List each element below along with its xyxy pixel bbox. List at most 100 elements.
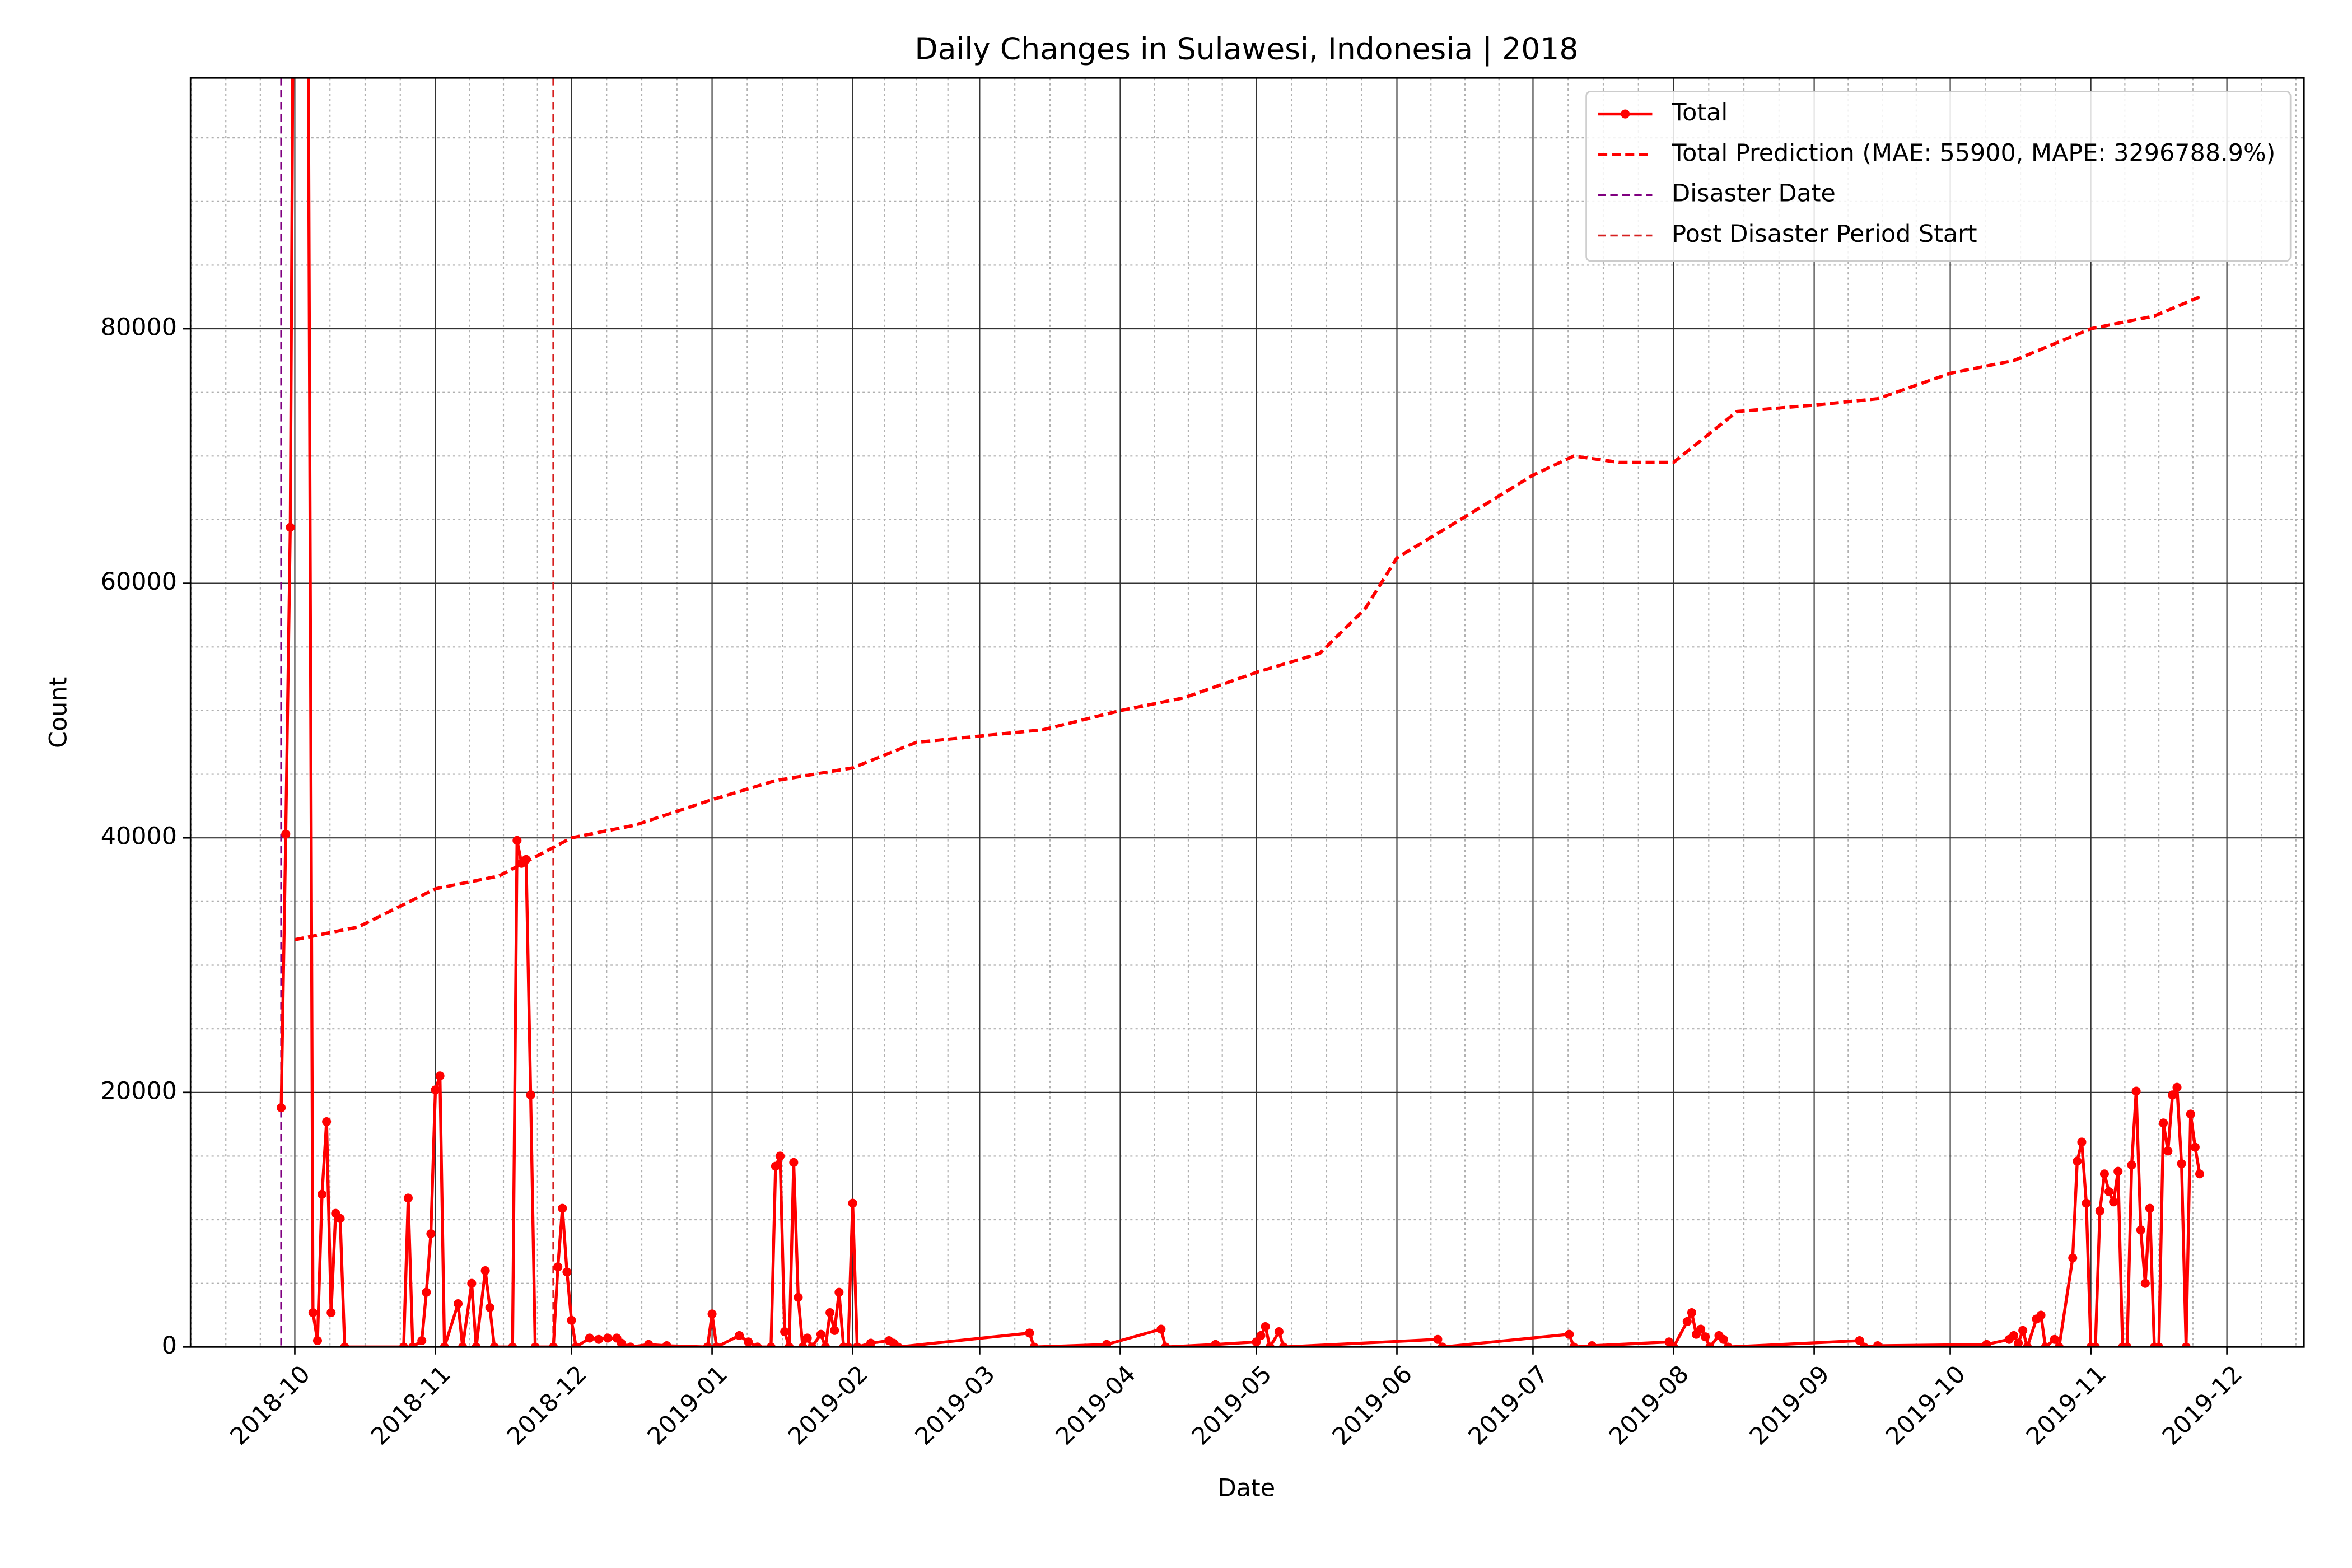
point bbox=[820, 1342, 830, 1347]
point bbox=[281, 829, 291, 839]
point bbox=[617, 1338, 626, 1347]
legend-label: Total Prediction (MAE: 55900, MAPE: 3296… bbox=[1671, 139, 2275, 167]
point bbox=[893, 1342, 903, 1347]
point bbox=[2113, 1166, 2123, 1176]
point bbox=[2009, 1331, 2018, 1340]
point bbox=[2023, 1342, 2032, 1347]
point bbox=[703, 1342, 712, 1347]
point bbox=[489, 1342, 499, 1347]
point bbox=[2172, 1082, 2182, 1092]
point bbox=[766, 1342, 776, 1347]
point bbox=[1025, 1328, 1034, 1338]
point bbox=[2154, 1342, 2164, 1347]
point bbox=[1211, 1340, 1220, 1347]
point bbox=[2099, 1169, 2109, 1179]
point bbox=[1102, 1340, 1112, 1347]
point bbox=[1705, 1342, 1715, 1347]
point bbox=[340, 1342, 349, 1347]
point bbox=[431, 1085, 440, 1095]
point bbox=[326, 1308, 336, 1318]
series-line bbox=[294, 295, 2201, 941]
plot-area bbox=[277, 78, 2205, 1347]
point bbox=[2168, 1090, 2177, 1100]
point bbox=[472, 1342, 481, 1347]
point bbox=[417, 1336, 427, 1346]
point bbox=[644, 1340, 654, 1347]
y-tick-label: 0 bbox=[162, 1332, 177, 1360]
point bbox=[2054, 1342, 2064, 1347]
point bbox=[707, 1309, 717, 1319]
legend-box bbox=[1585, 91, 2292, 262]
point bbox=[1261, 1322, 1270, 1332]
point bbox=[603, 1333, 613, 1343]
legend-label: Disaster Date bbox=[1672, 180, 1836, 208]
point bbox=[467, 1278, 477, 1288]
point bbox=[286, 522, 295, 532]
plot-frame bbox=[189, 77, 2305, 1348]
point bbox=[2127, 1160, 2136, 1170]
point bbox=[830, 1326, 839, 1335]
point bbox=[318, 1189, 327, 1199]
point bbox=[1161, 1342, 1170, 1347]
point bbox=[435, 1071, 445, 1081]
point bbox=[1156, 1324, 1166, 1334]
point bbox=[1855, 1336, 1864, 1346]
point bbox=[571, 1342, 581, 1347]
point bbox=[2122, 1342, 2132, 1347]
point bbox=[1859, 1342, 1869, 1347]
point bbox=[1696, 1324, 1706, 1334]
point bbox=[807, 1342, 816, 1347]
legend-label: Total bbox=[1671, 99, 1728, 127]
point bbox=[458, 1342, 468, 1347]
point bbox=[312, 1336, 322, 1346]
point bbox=[549, 1342, 558, 1347]
point bbox=[789, 1158, 799, 1167]
point bbox=[2095, 1206, 2104, 1216]
point bbox=[866, 1338, 876, 1347]
legend: Total Total Prediction (MAE: 55900, MAPE:… bbox=[1585, 91, 2292, 262]
point bbox=[2090, 1342, 2100, 1347]
y-tick-label: 20000 bbox=[101, 1077, 177, 1105]
point bbox=[794, 1292, 803, 1302]
point bbox=[1719, 1334, 1728, 1344]
point bbox=[2041, 1342, 2050, 1347]
point bbox=[567, 1315, 576, 1325]
point bbox=[2190, 1142, 2200, 1152]
point bbox=[1669, 1342, 1678, 1347]
chart-title: Daily Changes in Sulawesi, Indonesia | 2… bbox=[914, 31, 1578, 67]
point bbox=[848, 1198, 857, 1208]
point bbox=[530, 1342, 540, 1347]
point bbox=[2104, 1187, 2114, 1197]
y-axis-label: Count bbox=[45, 677, 73, 748]
point bbox=[1433, 1334, 1443, 1344]
point bbox=[453, 1299, 463, 1309]
point bbox=[744, 1337, 753, 1347]
point bbox=[1438, 1342, 1447, 1347]
point bbox=[399, 1342, 408, 1347]
legend-label: Post Disaster Period Start bbox=[1672, 220, 1977, 248]
point bbox=[512, 836, 522, 845]
x-axis-label: Date bbox=[1218, 1474, 1275, 1502]
point bbox=[508, 1342, 517, 1347]
point bbox=[308, 1308, 318, 1318]
point bbox=[626, 1342, 635, 1347]
point bbox=[816, 1329, 825, 1339]
grid bbox=[190, 78, 2304, 1347]
legend-marker bbox=[1621, 109, 1630, 119]
point bbox=[422, 1287, 431, 1297]
point bbox=[1029, 1342, 1039, 1347]
point bbox=[480, 1266, 490, 1276]
point bbox=[780, 1327, 790, 1337]
point bbox=[2050, 1334, 2059, 1344]
point bbox=[1565, 1329, 1574, 1339]
point bbox=[1723, 1342, 1733, 1347]
point bbox=[553, 1262, 563, 1272]
point bbox=[426, 1229, 436, 1239]
point bbox=[2181, 1342, 2191, 1347]
point bbox=[753, 1342, 762, 1347]
point bbox=[2036, 1310, 2046, 1320]
point bbox=[1701, 1332, 1710, 1342]
point bbox=[776, 1151, 785, 1161]
point bbox=[2018, 1326, 2028, 1335]
point bbox=[834, 1287, 844, 1297]
